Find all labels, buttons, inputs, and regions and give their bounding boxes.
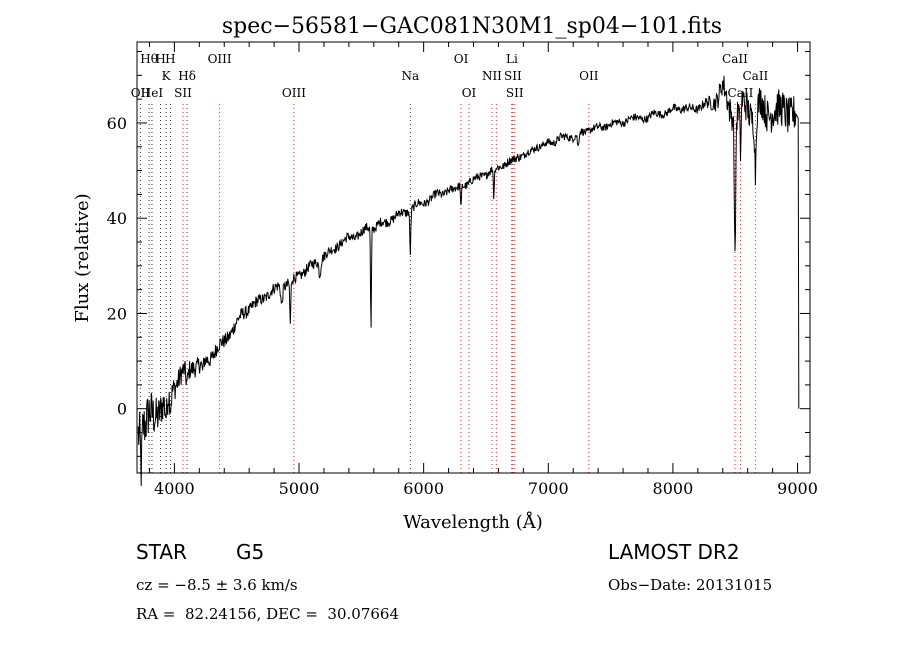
marker-label: Na (401, 69, 419, 83)
spectrum-line (137, 75, 800, 486)
marker-label: Hθ (140, 52, 158, 66)
chart-title: spec−56581−GAC081N30M1_sp04−101.fits (222, 14, 722, 39)
marker-label: OI (462, 86, 477, 100)
x-tick-label: 5000 (279, 479, 320, 498)
plot-frame (136, 41, 811, 474)
y-tick-label: 0 (117, 400, 127, 419)
x-tick-label: 7000 (528, 479, 569, 498)
redshift-velocity: cz = −8.5 ± 3.6 km/s (136, 576, 298, 594)
y-tick-label: 40 (107, 209, 127, 228)
object-class: STAR (136, 540, 187, 564)
x-tick-label: 8000 (653, 479, 694, 498)
marker-label: SII (174, 86, 192, 100)
object-subclass: G5 (236, 540, 265, 564)
spectral-line-markers: OII Hθ HeI HKH SII Hδ OIII OIII Na OI OI NII Li SII SI… (131, 52, 769, 473)
y-tick-label: 20 (107, 304, 127, 323)
survey-name: LAMOST DR2 (608, 540, 740, 564)
marker-label: CaII (722, 52, 748, 66)
y-axis-label: Flux (relative) (72, 193, 93, 322)
marker-label: SII (504, 69, 522, 83)
marker-label: OIII (282, 86, 306, 100)
spectrum-series (137, 75, 800, 486)
marker-label: OII (131, 86, 151, 100)
x-tick-label: 6000 (403, 479, 444, 498)
marker-label: K (162, 69, 172, 83)
marker-label: CaII (728, 86, 754, 100)
marker-label: OI (454, 52, 469, 66)
marker-label: Hδ (178, 69, 196, 83)
axes: 4000 5000 6000 7000 8000 9000 0 20 40 60 (107, 42, 818, 498)
x-tick-label: 4000 (154, 479, 195, 498)
x-tick-label: 9000 (777, 479, 818, 498)
marker-label: OII (579, 69, 599, 83)
marker-label: NII (482, 69, 502, 83)
marker-label: HeI (141, 86, 164, 100)
coordinates: RA = 82.24156, DEC = 30.07664 (136, 605, 400, 623)
marker-label: Li (506, 52, 518, 66)
y-tick-label: 60 (107, 114, 127, 133)
marker-label: H (165, 52, 175, 66)
marker-label: SII (506, 86, 524, 100)
marker-label: CaII (742, 69, 768, 83)
x-axis-label: Wavelength (Å) (403, 511, 543, 533)
marker-label: OIII (208, 52, 232, 66)
marker-label: H (155, 52, 165, 66)
observation-date: Obs−Date: 20131015 (608, 576, 773, 594)
